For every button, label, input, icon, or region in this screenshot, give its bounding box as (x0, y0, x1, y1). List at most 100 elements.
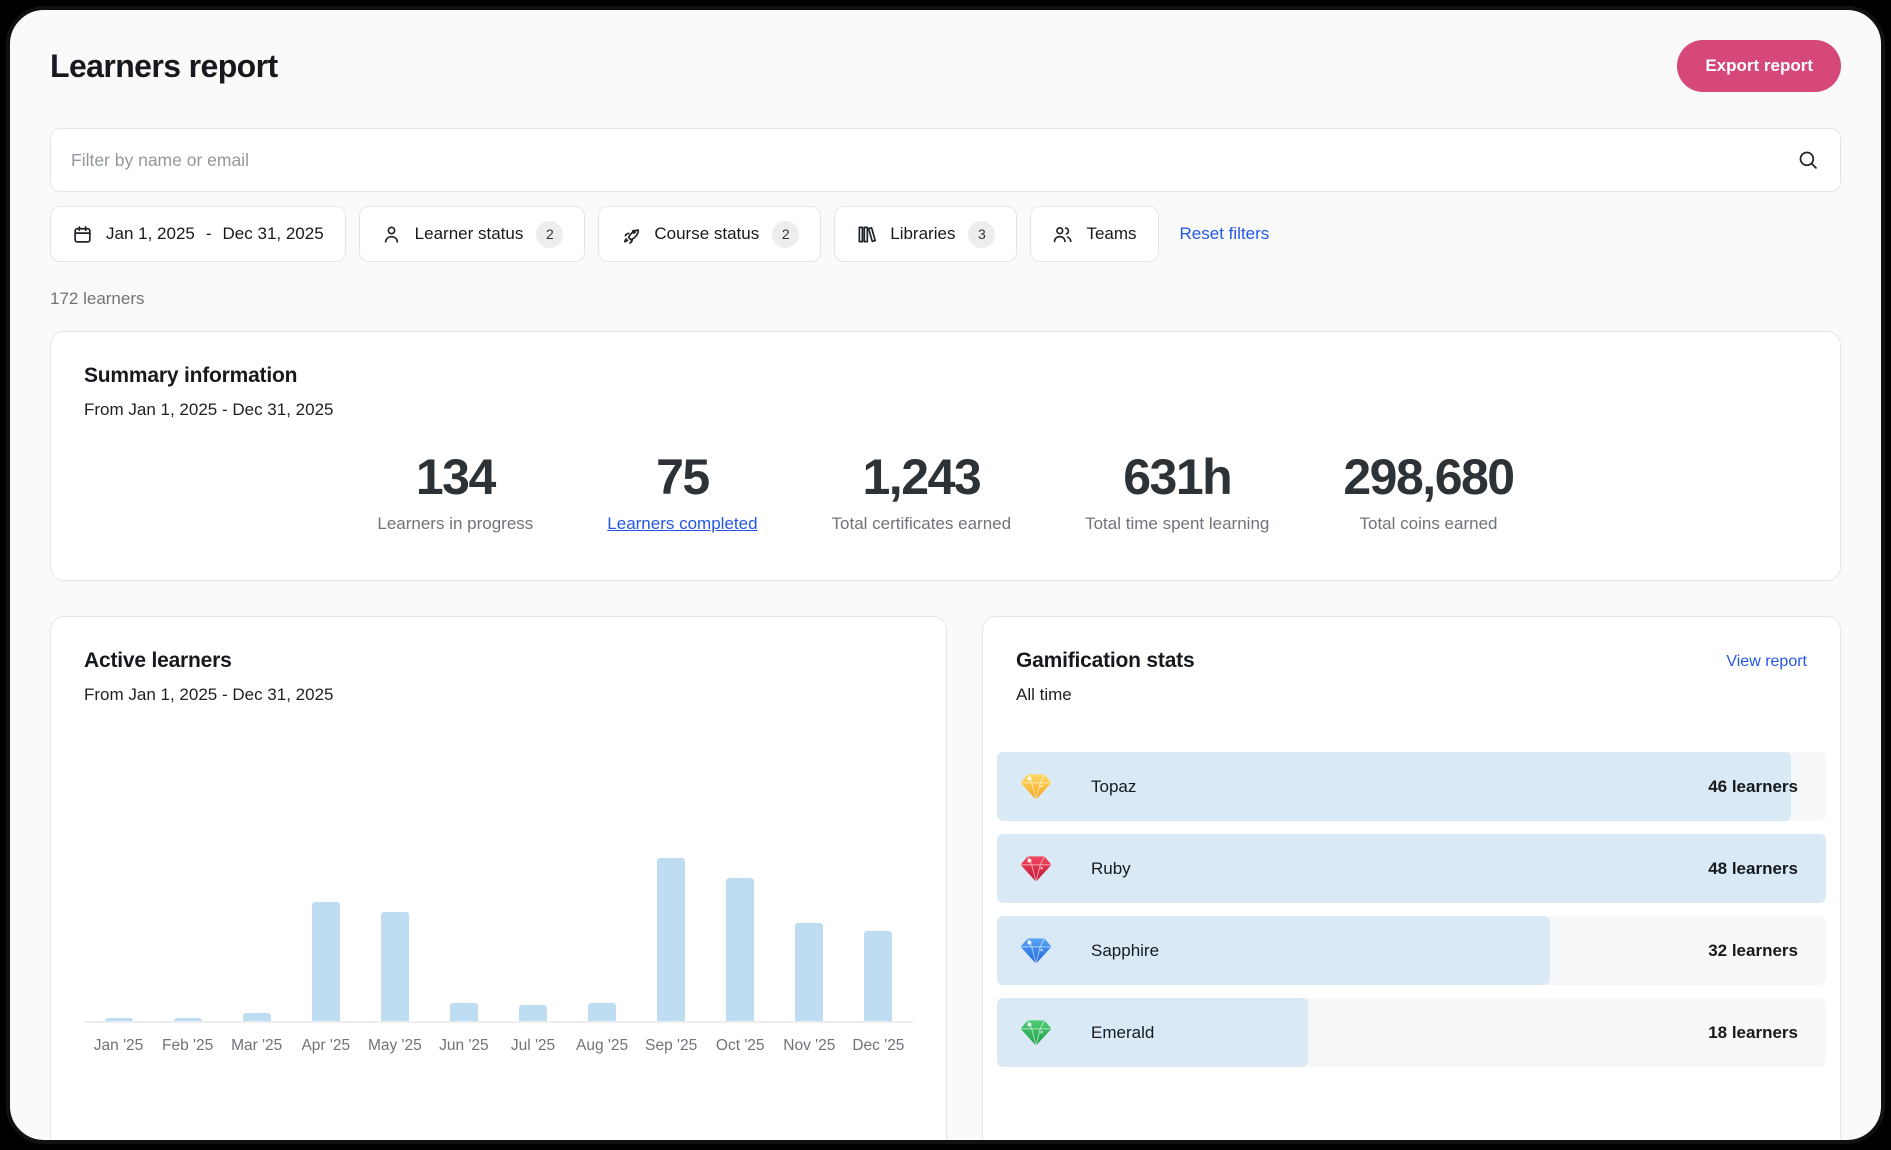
bar-column-oct-25 (706, 878, 775, 1021)
page-header: Learners report Export report (50, 40, 1841, 92)
summary-title: Summary information (84, 364, 298, 387)
axis-label-apr-25: Apr '25 (301, 1037, 351, 1054)
summary-stats: 134 Learners in progress 75 Learners com… (84, 448, 1807, 534)
stat-learners-in-progress: 134 Learners in progress (377, 449, 534, 533)
bar-feb-25 (173, 1018, 202, 1021)
stat-total-certificates: 1,243 Total certificates earned (831, 449, 1012, 533)
view-report-link[interactable]: View report (1726, 653, 1807, 670)
axis-label-may-25: May '25 (367, 1037, 422, 1054)
summary-date-range: From Jan 1, 2025 - Dec 31, 2025 (84, 400, 334, 419)
emerald-label: Emerald (1091, 1022, 1155, 1042)
axis-label-jul-25: Jul '25 (510, 1037, 556, 1054)
active-learners-chart: Jan '25 Feb '25 Mar '25 Apr '25 May '25 Jun '… (84, 858, 913, 1055)
ruby-learner-count: 48 learners (1708, 858, 1798, 878)
reset-filters-link[interactable]: Reset filters (1179, 224, 1270, 243)
bar-column-jan-25 (84, 1018, 153, 1021)
sapphire-label: Sapphire (1091, 940, 1160, 960)
axis-label-jun-25: Jun '25 (439, 1037, 489, 1054)
bar-may-25 (380, 912, 409, 1021)
filter-label: Learner status (414, 224, 524, 243)
date-range-filter[interactable]: Jan 1, 2025 - Dec 31, 2025 (50, 206, 346, 262)
report-columns: Active learners From Jan 1, 2025 - Dec 3… (50, 616, 1841, 1140)
axis-label-dec-25: Dec '25 (852, 1037, 905, 1054)
bar-apr-25 (311, 902, 340, 1021)
bar-column-sep-25 (637, 858, 706, 1021)
gamification-rows: Topaz 46 learners Ruby 48 learners Sapphire 3… (997, 752, 1826, 1067)
stat-total-time: 631h Total time spent learning (1085, 449, 1270, 533)
gamification-header: Gamification stats All time View report (997, 649, 1826, 705)
rocket-icon (620, 224, 641, 245)
teams-filter[interactable]: Teams (1030, 206, 1159, 262)
axis-label-aug-25: Aug '25 (576, 1037, 629, 1054)
filter-label: Teams (1086, 224, 1137, 243)
bar-column-apr-25 (291, 902, 360, 1021)
gamification-row-topaz: Topaz 46 learners (997, 752, 1826, 821)
learners-report-page: Learners report Export report Jan 1, 202… (10, 10, 1881, 1140)
axis-label-mar-25: Mar '25 (231, 1037, 283, 1054)
filter-count-badge: 2 (772, 220, 800, 248)
bar-dec-25 (864, 931, 893, 1021)
app-window: Learners report Export report Jan 1, 202… (6, 6, 1885, 1144)
filter-count-badge: 3 (968, 220, 996, 248)
emerald-learner-count: 18 learners (1708, 1022, 1798, 1042)
active-learners-bars (84, 858, 913, 1023)
filter-count-badge: 2 (536, 220, 564, 248)
gamification-period: All time (1016, 685, 1072, 704)
users-icon (1052, 224, 1073, 245)
bar-mar-25 (242, 1013, 271, 1021)
course-status-filter[interactable]: Course status 2 (598, 206, 822, 262)
axis-label-oct-25: Oct '25 (715, 1037, 765, 1054)
bar-jun-25 (449, 1003, 478, 1021)
bar-nov-25 (795, 923, 824, 1021)
active-learners-date-range: From Jan 1, 2025 - Dec 31, 2025 (84, 685, 334, 704)
bar-jan-25 (104, 1018, 133, 1021)
gamification-title: Gamification stats (1016, 649, 1195, 672)
active-learners-title: Active learners (84, 649, 232, 672)
ruby-gem-icon (1019, 854, 1053, 884)
axis-label-sep-25: Sep '25 (645, 1037, 698, 1054)
bar-column-dec-25 (844, 931, 913, 1021)
search-icon[interactable] (1797, 149, 1819, 171)
gamification-row-emerald: Emerald 18 learners (997, 998, 1826, 1067)
summary-information-card: Summary information From Jan 1, 2025 - D… (50, 331, 1841, 581)
emerald-bar-fill (997, 998, 1308, 1067)
filter-label: Course status (654, 224, 760, 243)
stat-total-coins: 298,680 Total coins earned (1343, 449, 1515, 533)
active-learners-card: Active learners From Jan 1, 2025 - Dec 3… (50, 616, 947, 1140)
export-report-button[interactable]: Export report (1677, 40, 1841, 92)
filter-bar: Jan 1, 2025 - Dec 31, 2025 Learner statu… (50, 206, 1841, 262)
bar-column-feb-25 (153, 1018, 222, 1021)
axis-label-jan-25: Jan '25 (93, 1037, 144, 1054)
gamification-row-ruby: Ruby 48 learners (997, 834, 1826, 903)
bar-jul-25 (519, 1005, 547, 1021)
active-learners-axis-labels: Jan '25 Feb '25 Mar '25 Apr '25 May '25 Jun '… (84, 1037, 913, 1055)
libraries-filter[interactable]: Libraries 3 (834, 206, 1018, 262)
ruby-bar-fill (997, 834, 1826, 903)
bar-column-mar-25 (222, 1013, 291, 1021)
library-icon (856, 224, 877, 245)
bar-aug-25 (588, 1003, 617, 1021)
topaz-learner-count: 46 learners (1708, 776, 1798, 796)
search-input[interactable] (50, 128, 1841, 192)
topaz-label: Topaz (1091, 776, 1137, 796)
bar-sep-25 (657, 858, 686, 1021)
results-count: 172 learners (50, 289, 145, 308)
gamification-stats-card: Gamification stats All time View report … (982, 616, 1841, 1140)
bar-column-jun-25 (429, 1003, 498, 1021)
bar-oct-25 (726, 878, 755, 1021)
page-title: Learners report (50, 47, 278, 84)
bar-column-nov-25 (775, 923, 844, 1021)
stat-learners-completed: 75 Learners completed (607, 449, 758, 533)
emerald-gem-icon (1019, 1018, 1053, 1048)
bar-column-may-25 (360, 912, 429, 1021)
ruby-label: Ruby (1091, 858, 1131, 878)
bar-column-jul-25 (498, 1005, 567, 1021)
sapphire-gem-icon (1019, 936, 1053, 966)
search-bar (50, 128, 1841, 192)
axis-label-nov-25: Nov '25 (783, 1037, 836, 1054)
learner-status-filter[interactable]: Learner status 2 (358, 206, 586, 262)
date-range-value: Jan 1, 2025 - Dec 31, 2025 (106, 224, 324, 243)
axis-label-feb-25: Feb '25 (162, 1037, 214, 1054)
learners-completed-link[interactable]: Learners completed (607, 514, 758, 533)
sapphire-bar-fill (997, 916, 1550, 985)
